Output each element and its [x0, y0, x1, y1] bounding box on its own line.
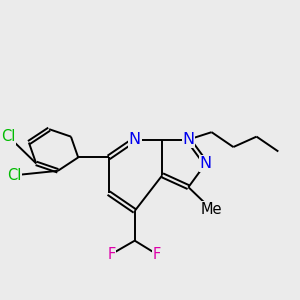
Text: N: N: [200, 156, 212, 171]
Text: N: N: [182, 132, 194, 147]
Text: F: F: [107, 247, 116, 262]
Text: F: F: [152, 247, 160, 262]
Text: N: N: [129, 132, 141, 147]
Text: Cl: Cl: [7, 168, 22, 183]
Text: Cl: Cl: [2, 129, 16, 144]
Text: Me: Me: [201, 202, 222, 217]
